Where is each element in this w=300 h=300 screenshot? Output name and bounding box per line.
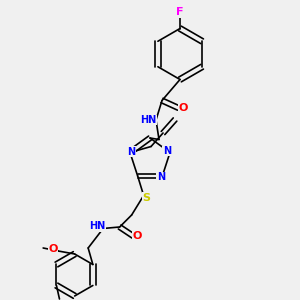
Text: O: O [48, 244, 57, 254]
Text: O: O [178, 103, 188, 113]
Text: O: O [133, 231, 142, 241]
Text: N: N [163, 146, 171, 156]
Text: N: N [157, 172, 165, 182]
Text: N: N [128, 147, 136, 157]
Text: HN: HN [140, 115, 157, 125]
Text: HN: HN [89, 221, 105, 231]
Text: S: S [142, 193, 150, 203]
Text: F: F [176, 7, 184, 17]
